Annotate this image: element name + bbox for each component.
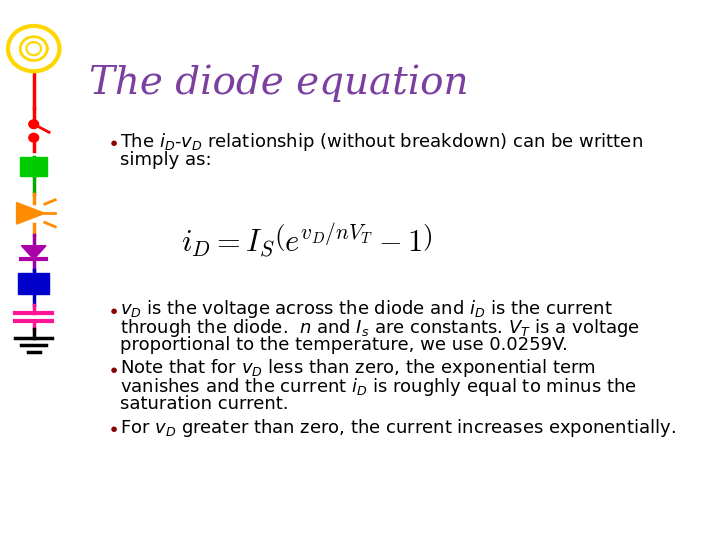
Polygon shape bbox=[22, 246, 46, 259]
Text: For $v_D$ greater than zero, the current increases exponentially.: For $v_D$ greater than zero, the current… bbox=[120, 417, 675, 439]
Text: $\bullet$: $\bullet$ bbox=[107, 300, 118, 319]
Text: proportional to the temperature, we use 0.0259V.: proportional to the temperature, we use … bbox=[120, 336, 567, 354]
Text: simply as:: simply as: bbox=[120, 151, 211, 169]
Circle shape bbox=[29, 133, 39, 142]
Circle shape bbox=[29, 120, 39, 129]
Bar bbox=[19, 273, 49, 294]
Bar bbox=[20, 157, 48, 176]
Text: through the diode.  $n$ and $I_s$ are constants. $V_T$ is a voltage: through the diode. $n$ and $I_s$ are con… bbox=[120, 317, 639, 339]
Text: saturation current.: saturation current. bbox=[120, 395, 288, 413]
Text: $i_D = I_S\left(e^{v_D/nV_T} - 1\right)$: $i_D = I_S\left(e^{v_D/nV_T} - 1\right)$ bbox=[181, 221, 433, 259]
Text: Note that for $v_D$ less than zero, the exponential term: Note that for $v_D$ less than zero, the … bbox=[120, 357, 595, 380]
Text: $\bullet$: $\bullet$ bbox=[107, 132, 118, 151]
Polygon shape bbox=[17, 202, 45, 224]
Text: vanishes and the current $i_D$ is roughly equal to minus the: vanishes and the current $i_D$ is roughl… bbox=[120, 376, 636, 399]
Text: The diode equation: The diode equation bbox=[89, 65, 469, 102]
Text: $v_D$ is the voltage across the diode and $i_D$ is the current: $v_D$ is the voltage across the diode an… bbox=[120, 298, 612, 320]
Text: $\bullet$: $\bullet$ bbox=[107, 359, 118, 378]
Text: $\bullet$: $\bullet$ bbox=[107, 418, 118, 437]
Text: The $i_D$-$v_D$ relationship (without breakdown) can be written: The $i_D$-$v_D$ relationship (without br… bbox=[120, 131, 642, 153]
